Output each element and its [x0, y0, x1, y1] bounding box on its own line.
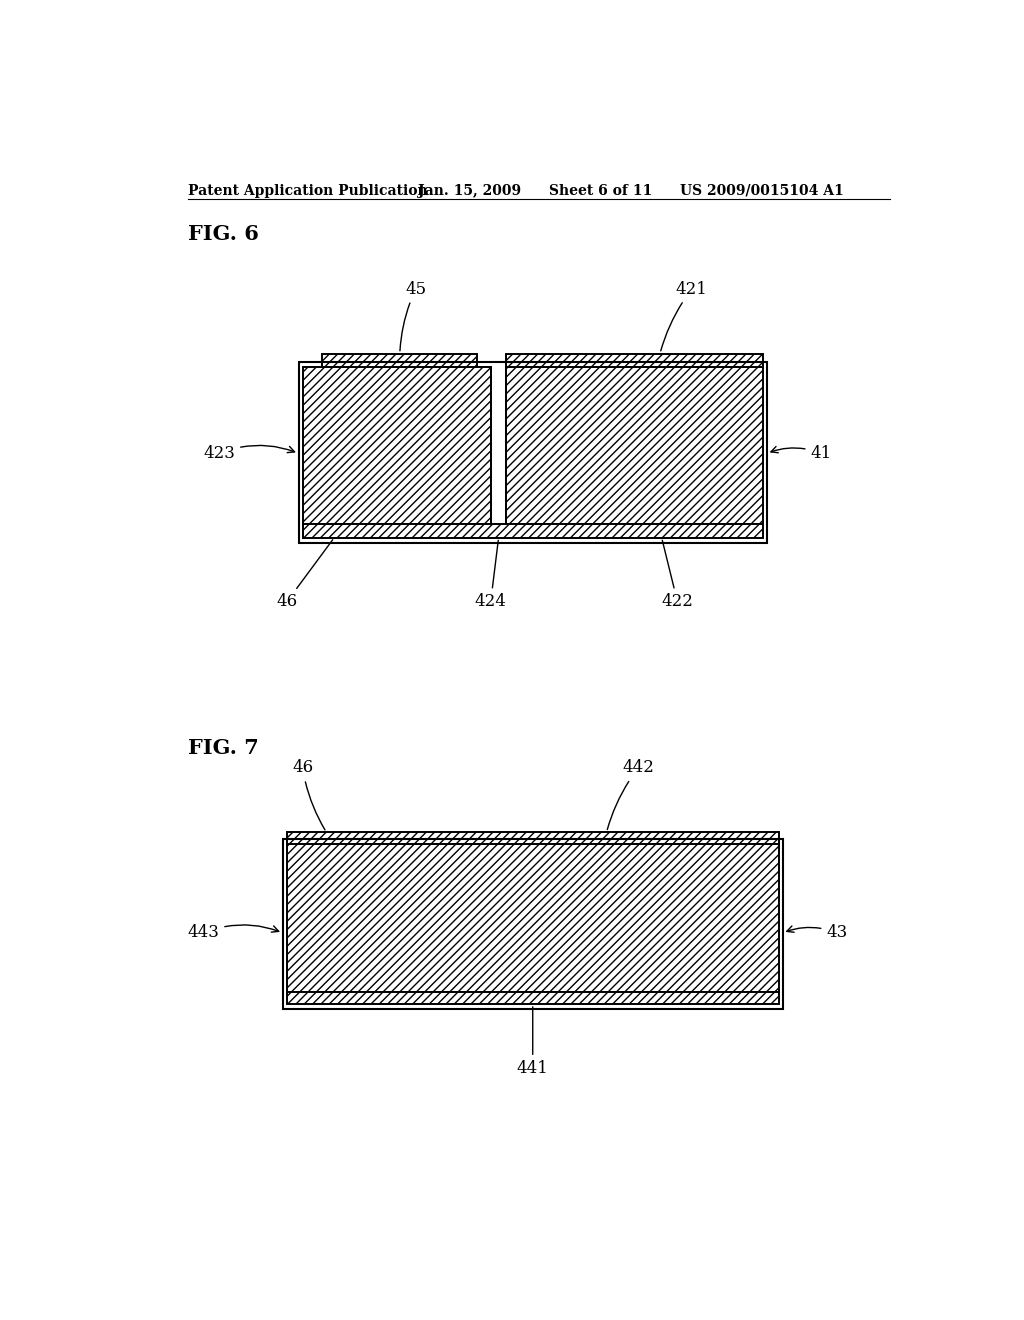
Text: US 2009/0015104 A1: US 2009/0015104 A1: [680, 183, 844, 198]
Text: 441: 441: [517, 1007, 549, 1077]
Text: Jan. 15, 2009: Jan. 15, 2009: [418, 183, 521, 198]
Text: FIG. 7: FIG. 7: [187, 738, 258, 758]
Text: 423: 423: [203, 445, 295, 462]
Text: 424: 424: [475, 540, 507, 610]
Text: 422: 422: [662, 540, 693, 610]
Bar: [283, 840, 782, 1008]
Bar: [303, 367, 492, 524]
Text: 46: 46: [292, 759, 325, 830]
Text: FIG. 6: FIG. 6: [187, 224, 258, 244]
Text: 41: 41: [771, 445, 831, 462]
Bar: [506, 354, 763, 367]
Bar: [287, 833, 779, 845]
Bar: [303, 524, 763, 537]
Bar: [299, 362, 767, 543]
Text: 421: 421: [660, 281, 708, 351]
Bar: [323, 354, 477, 367]
Text: Patent Application Publication: Patent Application Publication: [187, 183, 427, 198]
Text: 443: 443: [187, 924, 279, 941]
Text: 45: 45: [400, 281, 426, 351]
Text: Sheet 6 of 11: Sheet 6 of 11: [549, 183, 652, 198]
Bar: [287, 845, 779, 991]
Bar: [506, 367, 763, 524]
Text: 46: 46: [276, 540, 333, 610]
Bar: [287, 991, 779, 1005]
Text: 43: 43: [786, 924, 848, 941]
Text: 442: 442: [607, 759, 654, 829]
